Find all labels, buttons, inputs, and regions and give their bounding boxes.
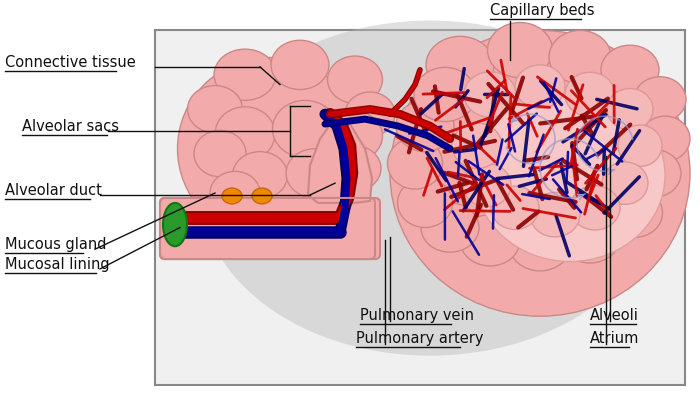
Ellipse shape: [222, 188, 242, 204]
Ellipse shape: [601, 45, 659, 94]
Ellipse shape: [163, 203, 187, 246]
Ellipse shape: [194, 130, 246, 177]
Ellipse shape: [390, 30, 690, 316]
Ellipse shape: [328, 111, 382, 160]
Ellipse shape: [565, 72, 615, 117]
Ellipse shape: [178, 58, 363, 240]
Ellipse shape: [629, 150, 681, 197]
Text: Pulmonary artery: Pulmonary artery: [356, 331, 484, 346]
Polygon shape: [308, 122, 372, 203]
Ellipse shape: [487, 22, 552, 78]
Ellipse shape: [421, 203, 479, 252]
Text: Alveoli: Alveoli: [590, 308, 639, 323]
Ellipse shape: [570, 186, 620, 230]
Ellipse shape: [452, 123, 502, 168]
Ellipse shape: [215, 107, 275, 161]
Ellipse shape: [608, 188, 662, 237]
Ellipse shape: [232, 152, 288, 199]
Ellipse shape: [464, 72, 516, 117]
Ellipse shape: [640, 116, 690, 162]
Ellipse shape: [328, 56, 382, 103]
Ellipse shape: [549, 30, 611, 84]
Ellipse shape: [271, 40, 329, 90]
Ellipse shape: [252, 188, 272, 204]
Text: Capillary beds: Capillary beds: [490, 2, 594, 18]
Ellipse shape: [388, 138, 442, 189]
Ellipse shape: [463, 164, 511, 207]
Text: Mucous gland: Mucous gland: [5, 237, 106, 252]
Text: Pulmonary vein: Pulmonary vein: [360, 308, 474, 323]
Ellipse shape: [607, 88, 653, 130]
Text: Connective tissue: Connective tissue: [5, 55, 136, 70]
Ellipse shape: [509, 218, 571, 271]
Ellipse shape: [618, 125, 662, 166]
Ellipse shape: [398, 178, 452, 228]
Ellipse shape: [329, 146, 381, 191]
Ellipse shape: [200, 20, 660, 356]
FancyBboxPatch shape: [155, 30, 685, 385]
Ellipse shape: [210, 171, 260, 215]
Ellipse shape: [634, 77, 686, 122]
Ellipse shape: [426, 36, 494, 94]
Ellipse shape: [460, 215, 520, 266]
FancyBboxPatch shape: [160, 198, 380, 259]
Ellipse shape: [345, 92, 395, 136]
Ellipse shape: [396, 100, 454, 152]
Text: Atrium: Atrium: [590, 331, 639, 346]
Ellipse shape: [602, 162, 648, 204]
Ellipse shape: [491, 186, 539, 230]
Text: Mucosal lining: Mucosal lining: [5, 257, 110, 272]
Ellipse shape: [530, 192, 580, 237]
Ellipse shape: [272, 100, 337, 158]
Text: Alveolar duct: Alveolar duct: [5, 183, 102, 198]
Ellipse shape: [515, 65, 565, 108]
Ellipse shape: [560, 212, 620, 263]
Ellipse shape: [475, 89, 665, 262]
Ellipse shape: [214, 49, 276, 100]
Text: Alveolar sacs: Alveolar sacs: [22, 119, 119, 134]
Ellipse shape: [286, 149, 344, 198]
Ellipse shape: [414, 67, 476, 122]
Ellipse shape: [188, 86, 242, 133]
